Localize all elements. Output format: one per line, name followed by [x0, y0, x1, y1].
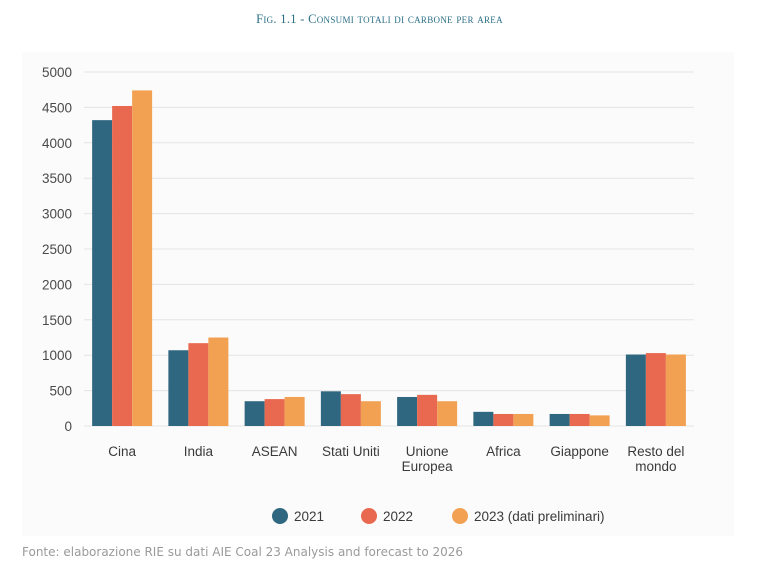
y-tick-label: 3500: [42, 171, 72, 186]
x-category-label: ASEAN: [252, 444, 298, 459]
x-category-label: India: [184, 444, 214, 459]
x-category-label: Europea: [402, 459, 454, 474]
bar-2022-india: [188, 343, 209, 426]
chart-panel: 0 500 1000 1500 2000 2500 3000 3500 4000 4500 5000…: [22, 52, 734, 536]
bar-2023-resto-del-mondo: [665, 354, 686, 426]
y-tick-label: 2000: [42, 277, 72, 292]
y-tick-label: 4500: [42, 100, 72, 115]
source-note: Fonte: elaborazione RIE su dati AIE Coal…: [22, 545, 464, 559]
bar-2023-giappone: [589, 415, 610, 426]
x-category-label: mondo: [635, 459, 676, 474]
y-tick-label: 1500: [42, 313, 72, 328]
bar-2023-stati-uniti: [360, 401, 381, 426]
bar-2022-cina: [112, 105, 133, 426]
y-tick-label: 1000: [42, 348, 72, 363]
bars-layer: [92, 90, 686, 427]
bar-2022-asean: [264, 399, 285, 426]
bar-chart: 0 500 1000 1500 2000 2500 3000 3500 4000 4500 5000…: [42, 65, 694, 524]
bar-2022-unione-europea: [417, 394, 438, 426]
figure-title: Fig. 1.1 - Consumi totali di carbone per…: [256, 12, 503, 26]
legend-label: 2021: [294, 509, 324, 524]
x-category-label: Unione: [406, 444, 449, 459]
y-tick-label: 0: [64, 419, 72, 434]
x-category-label: Resto del: [627, 444, 684, 459]
bar-2021-asean: [244, 401, 265, 426]
bar-2021-unione-europea: [397, 396, 418, 426]
bar-2022-africa: [493, 413, 514, 426]
bar-2021-cina: [92, 120, 113, 427]
legend: 2021 2022 2023 (dati preliminari): [272, 508, 605, 524]
bar-2022-giappone: [569, 413, 590, 426]
legend-marker: [272, 508, 288, 524]
bar-2023-asean: [284, 396, 305, 426]
y-tick-label: 500: [49, 384, 72, 399]
legend-marker: [452, 508, 468, 524]
bar-2023-unione-europea: [437, 401, 458, 426]
bar-2021-giappone: [549, 413, 570, 426]
bar-2023-africa: [513, 413, 534, 426]
y-axis-ticks: 0 500 1000 1500 2000 2500 3000 3500 4000 4500 5000: [42, 65, 72, 434]
bar-2022-resto-del-mondo: [645, 353, 666, 426]
bar-2021-africa: [473, 411, 494, 426]
bar-2021-stati-uniti: [320, 391, 341, 426]
bar-2023-cina: [132, 90, 153, 426]
legend-label: 2022: [383, 509, 413, 524]
x-category-label: Cina: [108, 444, 136, 459]
bar-2023-india: [208, 337, 229, 426]
bar-2021-india: [168, 350, 189, 426]
bar-2021-resto-del-mondo: [625, 354, 646, 426]
legend-label: 2023 (dati preliminari): [474, 509, 605, 524]
x-category-label: Giappone: [550, 444, 609, 459]
y-tick-label: 5000: [42, 65, 72, 80]
y-tick-label: 3000: [42, 207, 72, 222]
x-category-label: Africa: [486, 444, 521, 459]
legend-marker: [361, 508, 377, 524]
y-tick-label: 2500: [42, 242, 72, 257]
y-tick-label: 4000: [42, 136, 72, 151]
bar-2022-stati-uniti: [340, 394, 361, 426]
x-category-label: Stati Uniti: [322, 444, 380, 459]
